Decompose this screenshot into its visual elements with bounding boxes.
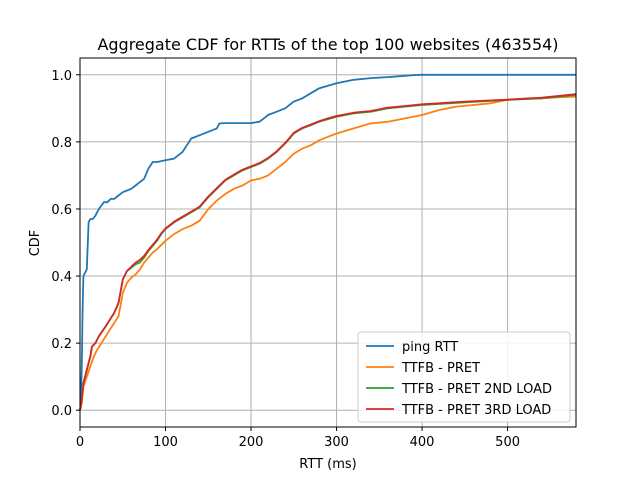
series-line-1 (79, 73, 576, 411)
y-tick-label: 0.6 (51, 203, 72, 218)
chart-title: Aggregate CDF for RTTs of the top 100 we… (97, 35, 558, 54)
legend: ping RTT TTFB - PRET TTFB - PRET 2ND LOAD T… (357, 331, 571, 423)
series-line-2 (79, 95, 577, 411)
x-axis-label: RTT (ms) (299, 457, 356, 472)
series-line-4 (79, 93, 577, 411)
legend-entry-label: ping RTT (402, 340, 458, 355)
y-tick-label: 0.8 (51, 136, 72, 151)
grid-layer (79, 58, 576, 427)
y-tick-label: 0.0 (51, 404, 72, 419)
x-tick-label: 400 (410, 435, 435, 450)
x-tick-label: 500 (495, 435, 520, 450)
x-tick-label: 0 (76, 435, 84, 450)
y-ticks: 0.0 0.2 0.4 0.6 0.8 1.0 (51, 69, 80, 419)
y-tick-label: 1.0 (51, 69, 72, 84)
x-tick-label: 200 (239, 435, 264, 450)
legend-entry-label: TTFB - PRET 3RD LOAD (401, 403, 551, 418)
y-axis-label: CDF (28, 230, 43, 257)
legend-entry-label: TTFB - PRET (401, 361, 480, 376)
x-tick-label: 100 (153, 435, 178, 450)
x-ticks: 0 100 200 300 400 500 (76, 427, 520, 450)
series-layer (79, 73, 577, 411)
x-tick-label: 300 (324, 435, 349, 450)
y-tick-label: 0.2 (51, 337, 72, 352)
y-tick-label: 0.4 (51, 270, 72, 285)
legend-box (357, 331, 571, 423)
legend-entry-label: TTFB - PRET 2ND LOAD (401, 382, 552, 397)
plot-frame (79, 57, 577, 428)
